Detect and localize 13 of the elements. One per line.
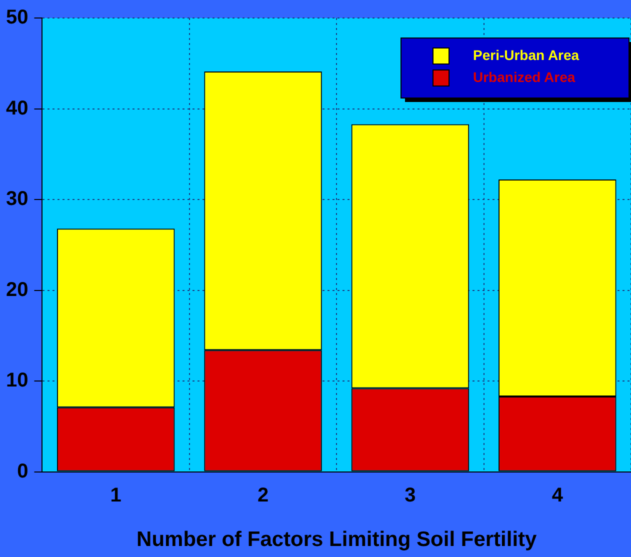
legend-label: Peri-Urban Area: [473, 46, 580, 63]
y-tick-label: 30: [6, 188, 28, 210]
y-tick-label: 50: [6, 6, 28, 29]
x-axis-title: Number of Factors Limiting Soil Fertility: [136, 528, 538, 552]
y-tick-label: 10: [6, 370, 28, 392]
x-tick-label: 1: [110, 484, 122, 506]
x-tick-label: 2: [257, 484, 269, 506]
y-tick-label: 20: [6, 278, 28, 301]
x-tick-label: 4: [552, 484, 564, 506]
y-tick-label: 40: [6, 97, 28, 120]
x-tick-label: 3: [404, 484, 416, 506]
y-tick-label: 0: [17, 460, 28, 482]
legend-label: Urbanized Area: [473, 68, 576, 85]
